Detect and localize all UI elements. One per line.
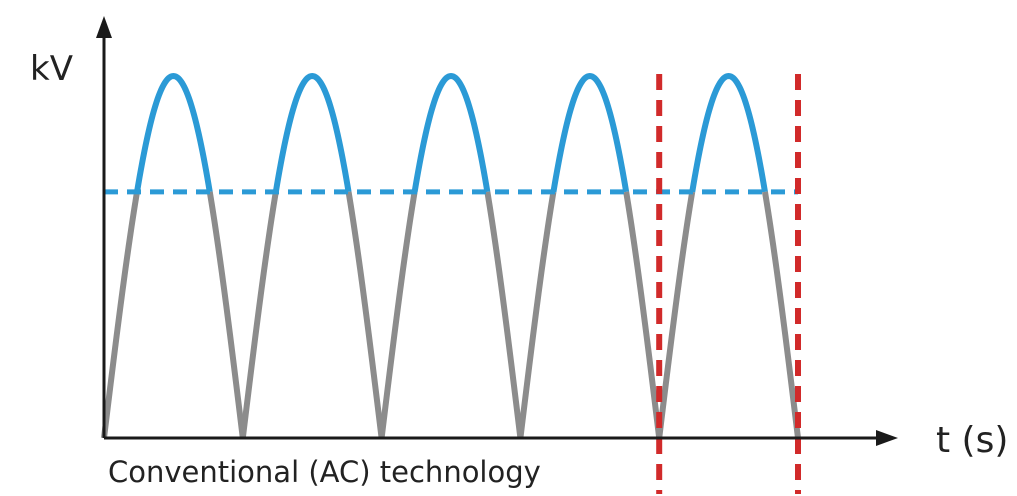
x-axis-label: t (s) [936, 420, 1008, 461]
wave-lower-segment-5 [762, 191, 801, 439]
wave-upper-segment-5 [689, 72, 768, 193]
wave-lower-segment-1 [101, 191, 140, 439]
wave-series [101, 72, 801, 439]
wave-lower-segment-2 [239, 191, 279, 439]
cycle-marker-lines [656, 74, 801, 494]
wave-lower-segment-4 [517, 191, 557, 439]
chart-caption: Conventional (AC) technology [108, 455, 541, 489]
wave-lower-segment-3 [378, 191, 418, 439]
wave-upper-segment-2 [272, 72, 352, 193]
wave-upper-segment-4 [550, 72, 630, 193]
x-axis-arrow-icon [876, 430, 898, 446]
wave-lower-segment-1 [206, 191, 246, 439]
wave-lower-segment-4 [623, 191, 663, 439]
wave-upper-segment-3 [411, 72, 491, 193]
wave-lower-segment-2 [345, 191, 385, 439]
wave-lower-segment-3 [484, 191, 524, 439]
y-axis-label: kV [30, 49, 73, 89]
wave-lower-segment-5 [656, 191, 696, 439]
wave-upper-segment-1 [134, 72, 213, 193]
y-axis-arrow-icon [96, 16, 112, 38]
